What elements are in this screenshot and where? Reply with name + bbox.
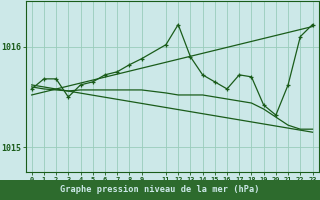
- Text: Graphe pression niveau de la mer (hPa): Graphe pression niveau de la mer (hPa): [60, 186, 260, 194]
